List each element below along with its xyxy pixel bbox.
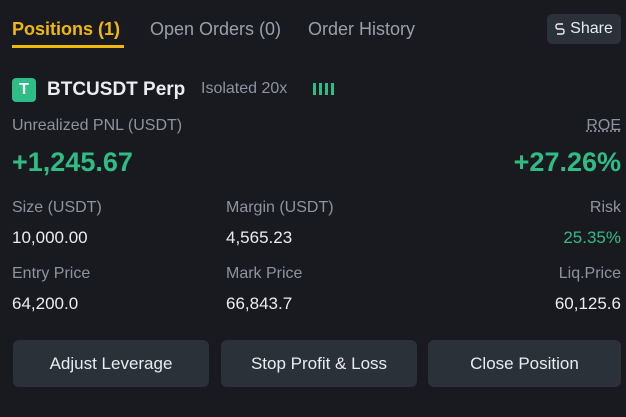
symbol[interactable]: BTCUSDT Perp [47, 79, 186, 100]
tab[interactable]: Positions (1) [12, 19, 121, 39]
roe-value: +27.26% [513, 147, 621, 177]
tab[interactable]: Order History [308, 19, 416, 39]
tab-underline [12, 45, 124, 48]
pnl-value: +1,245.67 [12, 147, 133, 177]
share-label: Share [570, 20, 613, 37]
field-value: 66,843.7 [226, 294, 293, 313]
action-button[interactable]: Stop Profit & Loss [221, 340, 417, 387]
field-value: 64,200.0 [12, 294, 79, 313]
tab[interactable]: Open Orders (0) [150, 19, 282, 39]
field-label: Size (USDT) [12, 199, 102, 216]
symbol-icon: T [12, 78, 36, 102]
field-label: Liq.Price [558, 265, 621, 282]
field-value: 10,000.00 [12, 228, 88, 247]
field-label: Mark Price [226, 265, 303, 282]
share-button[interactable]: Share [547, 14, 621, 44]
share-icon [555, 23, 565, 35]
action-button[interactable]: Close Position [428, 340, 621, 387]
field-value: 25.35% [563, 228, 621, 247]
roe-label: ROE [586, 117, 621, 134]
field-value: 60,125.6 [554, 294, 621, 313]
field-label: Risk [589, 199, 621, 216]
field-value: 4,565.23 [226, 228, 293, 247]
field-label: Margin (USDT) [226, 199, 334, 216]
field-label: Entry Price [12, 265, 91, 282]
margin-mode: Isolated 20x [201, 80, 288, 97]
action-button[interactable]: Adjust Leverage [13, 340, 209, 387]
risk-bars [313, 83, 334, 95]
pnl-label: Unrealized PNL (USDT) [12, 117, 183, 134]
